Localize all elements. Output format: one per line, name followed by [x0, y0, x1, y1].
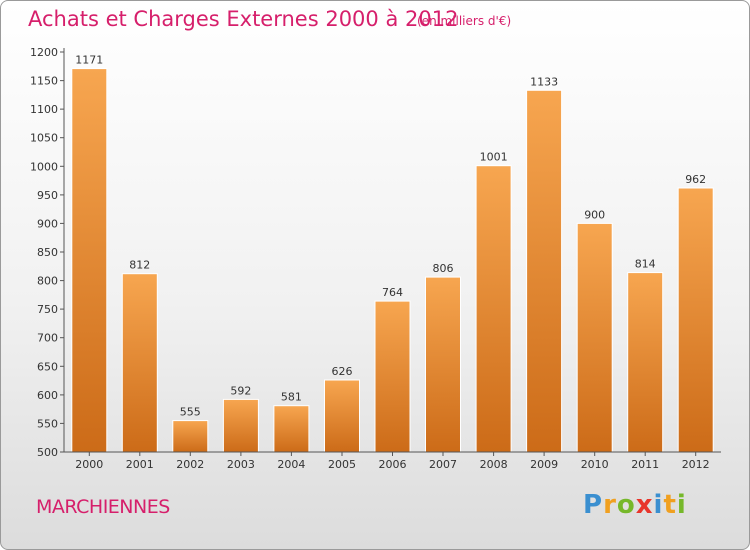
bar-2007 [425, 276, 461, 453]
bar-2005 [324, 379, 360, 453]
value-label-2002: 555 [180, 406, 201, 419]
y-tick-label-850: 850 [37, 246, 58, 259]
value-label-2006: 764 [382, 286, 403, 299]
x-tick-label-2010: 2010 [581, 458, 609, 471]
chart-title: Achats et Charges Externes 2000 à 2012 [28, 7, 459, 31]
x-tick-label-2001: 2001 [126, 458, 154, 471]
x-tick-label-2012: 2012 [682, 458, 710, 471]
logo-letter-3: x [635, 490, 654, 520]
y-tick-label-900: 900 [37, 217, 58, 230]
x-tick-label-2009: 2009 [530, 458, 558, 471]
logo-letter-5: t [663, 490, 677, 520]
chart-subtitle: (en milliers d'€) [417, 14, 512, 28]
x-tick-label-2000: 2000 [75, 458, 103, 471]
bar-2004 [273, 405, 310, 453]
y-tick-label-600: 600 [37, 389, 58, 402]
logo-letter-6: i [676, 490, 687, 520]
y-tick-label-550: 550 [37, 417, 58, 430]
bar-2011 [627, 272, 664, 453]
bar-2010 [576, 222, 613, 453]
value-label-2007: 806 [433, 262, 454, 275]
logo-letter-0: P [583, 490, 604, 520]
value-label-2003: 592 [230, 384, 251, 397]
x-tick-label-2011: 2011 [631, 458, 659, 471]
value-label-2004: 581 [281, 391, 302, 404]
value-label-2012: 962 [685, 173, 706, 186]
x-tick-label-2004: 2004 [277, 458, 305, 471]
bar-2001 [121, 273, 158, 453]
y-tick-label-1200: 1200 [30, 46, 58, 59]
y-tick-label-1050: 1050 [30, 132, 58, 145]
bar-2002 [172, 420, 209, 453]
y-tick-label-950: 950 [37, 189, 58, 202]
bar-2008 [475, 165, 512, 453]
logo-letter-2: o [616, 490, 636, 520]
value-label-2008: 1001 [480, 151, 508, 164]
logo-letter-1: r [603, 490, 617, 520]
y-tick-label-1150: 1150 [30, 75, 58, 88]
bar-2006 [374, 300, 411, 453]
bar-2000 [71, 68, 108, 453]
proxiti-logo: Proxiti [583, 490, 687, 520]
value-label-2000: 1171 [75, 54, 103, 67]
value-label-2011: 814 [635, 258, 656, 271]
x-tick-label-2003: 2003 [227, 458, 255, 471]
bar-2012 [677, 187, 714, 453]
value-label-2010: 900 [584, 208, 605, 221]
town-name: MARCHIENNES [36, 496, 170, 518]
y-tick-label-1100: 1100 [30, 103, 58, 116]
y-tick-label-750: 750 [37, 303, 58, 316]
y-tick-label-500: 500 [37, 446, 58, 459]
x-tick-label-2007: 2007 [429, 458, 457, 471]
x-tick-label-2005: 2005 [328, 458, 356, 471]
x-tick-label-2006: 2006 [379, 458, 407, 471]
bar-2009 [526, 89, 563, 453]
value-label-2005: 626 [332, 365, 353, 378]
bar-2003 [222, 398, 259, 453]
x-tick-label-2002: 2002 [176, 458, 204, 471]
value-label-2001: 812 [129, 259, 150, 272]
value-label-2009: 1133 [530, 75, 558, 88]
x-tick-label-2008: 2008 [480, 458, 508, 471]
y-tick-label-700: 700 [37, 332, 58, 345]
logo-letter-4: i [653, 490, 664, 520]
y-tick-label-650: 650 [37, 360, 58, 373]
y-tick-label-800: 800 [37, 275, 58, 288]
y-tick-label-1000: 1000 [30, 160, 58, 173]
